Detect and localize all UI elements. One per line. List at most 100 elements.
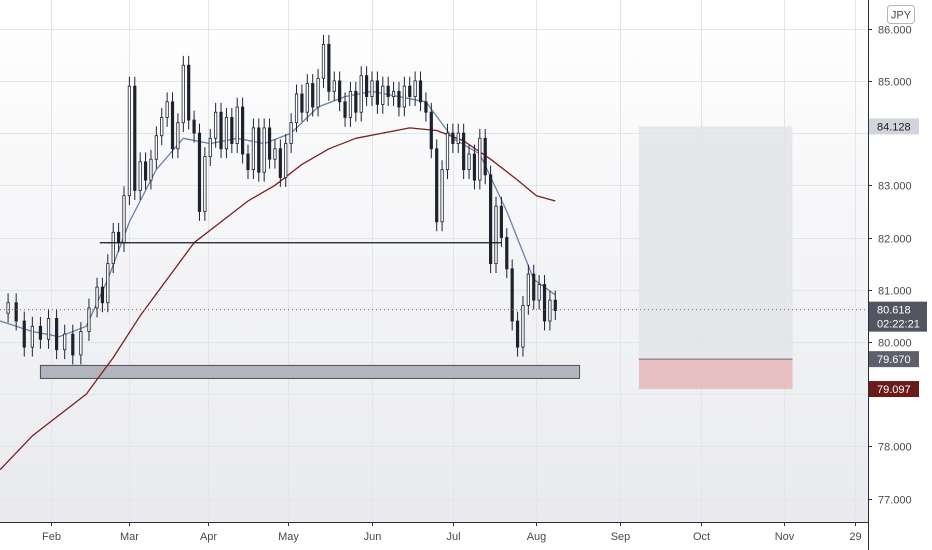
candle-body	[278, 148, 282, 178]
x-tick-label: Feb	[42, 531, 61, 543]
candle-body	[122, 195, 126, 244]
candle-body	[289, 122, 293, 144]
price-tag	[869, 381, 919, 398]
y-tick-label: 85.000	[878, 77, 912, 89]
candle-body	[413, 80, 417, 97]
candle-body	[273, 148, 277, 160]
candle-body	[462, 132, 466, 171]
candle-body	[262, 127, 266, 173]
price-tag-label: 79.097	[877, 384, 911, 396]
candle-body	[294, 93, 299, 124]
candle-body	[192, 119, 196, 134]
candle-body	[435, 148, 439, 223]
x-tick-label: Nov	[775, 531, 795, 543]
candle-body	[176, 122, 180, 150]
candle-body	[354, 90, 358, 113]
candle-body	[305, 83, 309, 113]
price-tag	[869, 118, 919, 135]
x-tick-label: Apr	[200, 531, 217, 543]
candle-body	[197, 132, 202, 212]
candle-body	[429, 111, 433, 150]
candle-body	[332, 80, 336, 92]
candle-body	[230, 117, 234, 144]
candle-body	[381, 85, 385, 105]
candle-body	[14, 302, 18, 322]
y-tick-label: 81.000	[878, 286, 912, 298]
candle-body	[548, 299, 552, 322]
candle-body	[100, 286, 105, 304]
candle-body	[71, 333, 75, 356]
candle-body	[133, 85, 137, 191]
time-axis[interactable]: Feb Mar Apr May Jun Jul Aug Sep Oct Nov 29	[42, 522, 862, 543]
candle-body	[160, 117, 164, 137]
candle-body	[46, 318, 51, 340]
last-price-label: 80.618	[877, 305, 911, 317]
x-tick-label: Jul	[446, 531, 460, 543]
candlesticks	[6, 34, 557, 365]
y-tick-label: 77.000	[878, 495, 912, 507]
time-axis-background	[0, 523, 868, 550]
candle-body	[489, 174, 493, 265]
candle-body	[445, 132, 450, 171]
candle-body	[63, 333, 67, 351]
candle-body	[505, 237, 509, 270]
candle-body	[386, 85, 390, 97]
candle-body	[22, 320, 26, 348]
x-tick-label: Jun	[364, 531, 382, 543]
candle-body	[365, 75, 369, 97]
price-axis[interactable]: 77.000 78.000 80.000 81.000 82.000 83.000 85.0…	[868, 25, 912, 507]
grid-lines	[0, 0, 868, 522]
candle-body	[456, 132, 460, 144]
candle-body	[418, 80, 423, 103]
candle-body	[79, 331, 83, 356]
y-tick-label: 86.000	[878, 25, 912, 37]
y-tick-label: 80.000	[878, 338, 912, 350]
candle-body	[38, 325, 43, 340]
candle-body	[327, 43, 331, 92]
x-tick-label: May	[278, 531, 299, 543]
candle-body	[521, 304, 525, 348]
stop-zone	[638, 359, 793, 390]
candle-body	[391, 90, 396, 97]
candle-body	[397, 90, 401, 108]
candle-body	[499, 205, 503, 238]
candle-body	[532, 273, 536, 301]
last-price-tag	[869, 301, 927, 332]
candle-body	[359, 75, 363, 113]
candle-body	[257, 127, 261, 173]
candle-body	[170, 101, 175, 150]
price-tags: 84.128 79.670 79.097 80.618 02:22:21	[869, 118, 927, 398]
candle-body	[343, 101, 347, 118]
candle-body	[472, 153, 477, 181]
candle-body	[203, 156, 207, 212]
currency-badge[interactable]: JPY	[887, 5, 915, 24]
candle-body	[537, 284, 541, 301]
candle-body	[87, 307, 91, 332]
candle-body	[338, 80, 342, 103]
candle-body	[149, 158, 153, 181]
candle-body	[510, 268, 514, 322]
drawing-zones	[39, 126, 793, 390]
candle-body	[224, 117, 229, 150]
candle-body	[246, 153, 250, 171]
slow-moving-average	[0, 127, 556, 471]
support-zone	[39, 364, 581, 379]
candle-body	[284, 143, 288, 178]
candle-body	[478, 137, 482, 181]
candle-body	[219, 111, 223, 150]
candle-body	[348, 90, 353, 118]
y-tick-label: 83.000	[878, 181, 912, 193]
candle-body	[95, 286, 99, 309]
candle-body	[106, 263, 110, 304]
candle-body	[6, 302, 10, 314]
candle-body	[526, 273, 530, 306]
candle-body	[467, 153, 471, 171]
candle-body	[138, 161, 142, 191]
candle-body	[424, 101, 428, 113]
candle-body	[127, 85, 131, 197]
candle-body	[241, 106, 245, 155]
x-tick-label: Mar	[120, 531, 139, 543]
candle-body	[408, 85, 412, 97]
drawing-overlays	[0, 242, 868, 311]
